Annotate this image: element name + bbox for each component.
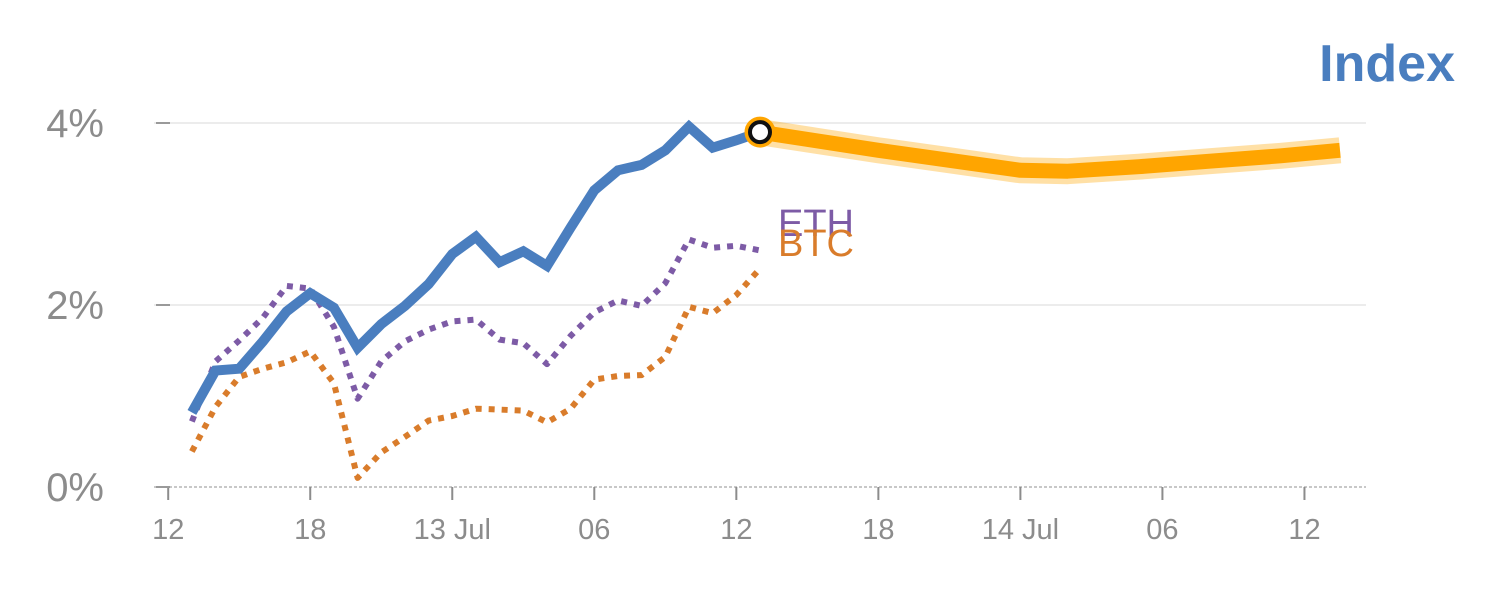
series-label-btc: BTC [778,223,854,265]
chart-title: Index [1319,35,1455,93]
series-label-eth: ETH [778,203,854,245]
series-lines [187,116,1342,481]
current-point-marker [748,120,772,145]
x-tick-label: 13 Jul [414,514,491,546]
series-line-index [187,119,762,415]
x-tick-label: 06 [578,514,610,546]
x-tick-label: 18 [294,514,326,546]
x-tick-label: 12 [1288,514,1320,546]
y-axis: 0% 2% 4% [46,102,170,510]
x-tick-label: 14 Jul [982,514,1059,546]
x-tick-label: 12 [152,514,184,546]
x-axis: 12 18 13 Jul 06 12 18 14 Jul 06 12 [152,486,1366,546]
y-tick-label: 2% [46,284,104,328]
x-tick-label: 12 [720,514,752,546]
series-line-eth [189,236,761,423]
x-tick-label: 06 [1146,514,1178,546]
y-tick-label: 4% [46,102,104,146]
x-tick-label: 18 [862,514,894,546]
series-line-btc [189,266,763,481]
y-tick-label: 0% [46,466,104,510]
series-line-forecast [758,124,1341,179]
